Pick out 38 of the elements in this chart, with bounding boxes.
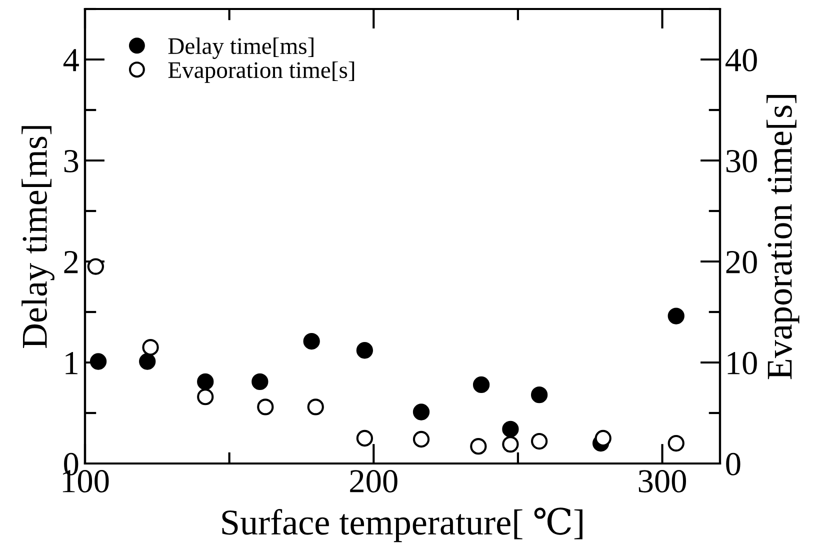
x-axis-title: Surface temperature[ ℃] xyxy=(222,508,582,542)
point xyxy=(530,386,548,404)
point xyxy=(87,258,104,275)
point xyxy=(197,373,214,390)
y2-tick-label: 10 xyxy=(728,352,757,374)
point xyxy=(668,308,684,324)
point xyxy=(502,436,519,453)
y-tick-label: 1 xyxy=(66,352,78,374)
point xyxy=(472,376,490,394)
point xyxy=(502,420,519,438)
y2-tick-label: 30 xyxy=(726,150,757,172)
y2-tick-label: 40 xyxy=(726,48,757,72)
y2-axis-title: Evaporation time[s] xyxy=(766,95,800,380)
y-axis-title: Delay time[ms] xyxy=(22,126,54,348)
y-tick-label: 2 xyxy=(64,250,78,274)
point xyxy=(356,430,374,447)
point xyxy=(257,398,274,416)
point xyxy=(668,434,684,452)
y2-tick-label: 0 xyxy=(726,452,740,476)
legend-label: Evaporation time[s] xyxy=(168,61,354,83)
x-tick-label: 200 xyxy=(350,470,398,493)
y2-tick-label: 20 xyxy=(726,250,757,274)
point xyxy=(142,339,159,356)
point xyxy=(303,332,320,350)
legend-label: Delay time[ms] xyxy=(168,37,314,59)
point xyxy=(139,353,156,370)
y-tick-label: 3 xyxy=(64,150,78,172)
point xyxy=(356,342,374,359)
point xyxy=(197,388,214,406)
point xyxy=(90,353,107,370)
point xyxy=(307,398,324,416)
y-tick-label: 4 xyxy=(63,49,79,72)
point xyxy=(412,430,430,448)
x-tick-label: 300 xyxy=(638,470,686,493)
point xyxy=(412,404,430,420)
point xyxy=(252,373,268,390)
point xyxy=(530,432,548,450)
point xyxy=(470,438,487,455)
